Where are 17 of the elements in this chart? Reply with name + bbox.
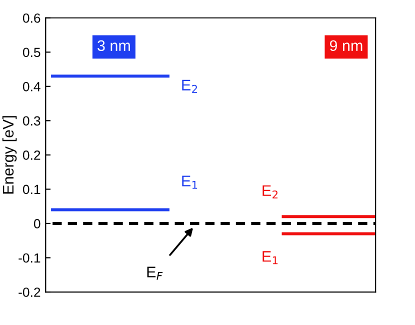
- annotation: E$_{F}$: [147, 266, 163, 280]
- annotation: 3 nm: [98, 40, 130, 52]
- y-tick-label: 0.6: [22, 13, 40, 23]
- annotation: E$_{2}$: [262, 185, 278, 198]
- y-tick-label: 0.5: [22, 48, 40, 58]
- y-tick-label: 0.3: [22, 116, 40, 126]
- y-axis-title: Energy [eV]: [2, 116, 17, 194]
- annotation: E$_{1}$: [262, 251, 278, 264]
- y-tick-label: 0.4: [22, 82, 40, 92]
- y-tick-label: -0.2: [18, 288, 40, 297]
- y-tick-label: -0.1: [18, 253, 40, 263]
- annotation: E$_{2}$: [182, 80, 197, 93]
- y-tick-label: 0.2: [22, 150, 40, 160]
- y-tick-label: 0: [34, 219, 40, 228]
- y-tick-label: 0.1: [22, 184, 40, 194]
- annotation: E$_{1}$: [182, 176, 198, 189]
- annotation: 9 nm: [330, 40, 362, 52]
